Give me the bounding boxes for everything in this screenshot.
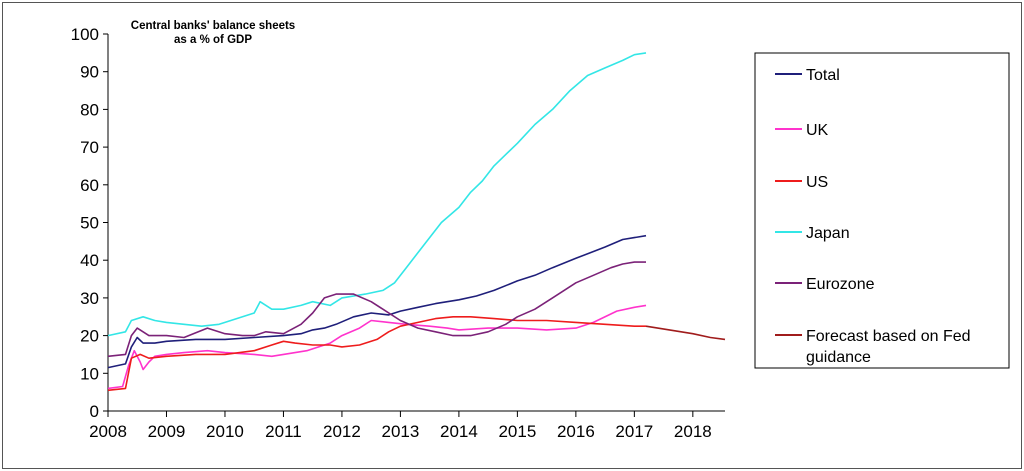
series-layer [107,52,726,392]
x-tick-label: 2010 [206,422,244,441]
x-tick-label: 2015 [498,422,536,441]
y-tick-label: 20 [80,327,99,346]
chart-title-line-2: as a % of GDP [174,34,252,46]
y-tick-label: 50 [80,214,99,233]
y-tick-label: 80 [80,100,99,119]
x-tick-label: 2011 [265,422,302,441]
axes: 0 10 20 30 40 50 60 70 80 90 100 2008 2009 2010 2011 20… [71,25,725,441]
series-line-us [107,316,646,392]
x-tick-label: 2012 [323,422,361,441]
series-line-forecast [645,325,726,341]
y-tick-label: 0 [90,402,99,421]
legend-label-japan: Japan [806,225,850,242]
y-tick-label: 100 [71,25,99,44]
series-line-eurozone [107,261,646,358]
y-tick-label: 90 [80,63,99,82]
x-tick-label: 2014 [440,422,478,441]
legend: Total UK US Japan Eurozone Forecast based on … [754,52,1010,369]
chart-title-line-1: Central banks' balance sheets [131,20,295,32]
series-line-total [107,234,647,369]
x-tick-label: 2017 [615,422,653,441]
x-tick-label: 2013 [382,422,420,441]
x-tick-label: 2018 [674,422,712,441]
x-tick-label: 2009 [148,422,186,441]
y-tick-label: 70 [80,138,99,157]
y-tick-label: 40 [80,251,99,270]
x-tick-label: 2016 [557,422,595,441]
line-chart: 0 10 20 30 40 50 60 70 80 90 100 2008 2009 2010 2011 20… [71,20,1010,441]
legend-label-eurozone: Eurozone [806,276,875,293]
x-tick-label: 2008 [89,422,127,441]
series-line-japan [107,52,647,337]
legend-label-total: Total [806,67,840,84]
legend-label-uk: UK [806,122,829,139]
legend-label-us: US [806,174,828,191]
legend-label-forecast: Forecast based on Fed guidance [806,328,971,366]
legend-box [754,52,1010,369]
y-tick-label: 60 [80,176,99,195]
series-line-uk [107,304,647,390]
y-tick-label: 10 [80,364,99,383]
y-tick-label: 30 [80,289,99,308]
